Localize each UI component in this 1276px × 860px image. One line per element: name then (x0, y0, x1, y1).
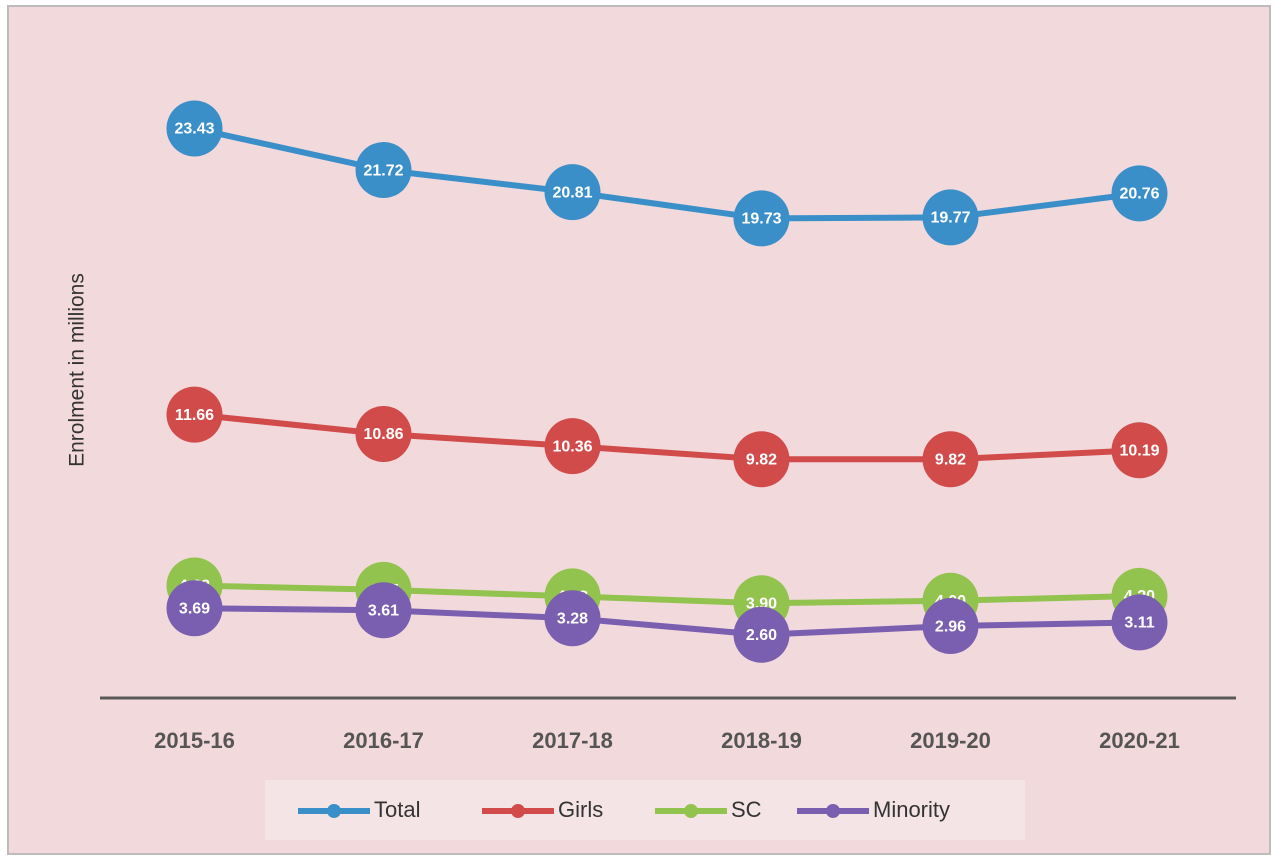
marker (1111, 165, 1168, 222)
data-label: 9.82 (746, 452, 777, 469)
marker (544, 590, 601, 647)
marker (355, 406, 412, 463)
data-label: 23.43 (174, 121, 214, 138)
data-label: 2.96 (935, 618, 966, 635)
marker (922, 431, 979, 488)
marker (733, 431, 790, 488)
data-label: 10.36 (552, 438, 592, 455)
legend-marker (327, 804, 341, 818)
data-label: 3.11 (1124, 615, 1154, 632)
series-line (193, 125, 1140, 222)
data-label: 2.60 (746, 627, 777, 644)
marker (922, 189, 979, 246)
data-label: 20.76 (1119, 186, 1159, 203)
series-line (194, 411, 1140, 463)
legend-marker (684, 804, 698, 818)
data-label: 3.69 (179, 601, 210, 618)
data-label: 3.28 (557, 610, 588, 627)
data-label: 10.19 (1119, 443, 1159, 460)
series-line (194, 605, 1140, 638)
marker (1111, 594, 1168, 651)
marker (922, 598, 979, 655)
data-label: 10.86 (363, 426, 403, 443)
x-tick-label: 2016-17 (343, 728, 424, 753)
legend-label: SC (731, 797, 762, 822)
data-label: 20.81 (552, 184, 592, 201)
marker (166, 100, 223, 157)
chart-background (7, 5, 1271, 855)
marker (355, 142, 412, 199)
marker (733, 606, 790, 663)
legend-label: Girls (558, 797, 603, 822)
legend-marker (826, 804, 840, 818)
x-tick-label: 2019-20 (910, 728, 991, 753)
marker (355, 582, 412, 639)
data-label: 19.73 (741, 211, 781, 228)
marker (733, 190, 790, 247)
data-label: 11.66 (175, 407, 214, 424)
data-label: 21.72 (363, 162, 403, 179)
legend (265, 780, 1025, 840)
data-label: 3.61 (368, 602, 399, 619)
marker (544, 164, 601, 221)
marker (166, 386, 223, 443)
series-line (194, 582, 1140, 607)
x-tick-label: 2018-19 (721, 728, 802, 753)
legend-marker (511, 804, 525, 818)
marker (166, 580, 223, 637)
data-label: 19.77 (930, 210, 970, 227)
legend-label: Minority (873, 797, 950, 822)
data-label: 9.82 (935, 452, 966, 469)
x-tick-label: 2015-16 (154, 728, 235, 753)
x-tick-label: 2017-18 (532, 728, 613, 753)
marker (544, 418, 601, 475)
marker (1111, 422, 1168, 479)
x-tick-label: 2020-21 (1099, 728, 1180, 753)
y-axis-label: Enrolment in millions (66, 273, 89, 467)
legend-label: Total (374, 797, 420, 822)
